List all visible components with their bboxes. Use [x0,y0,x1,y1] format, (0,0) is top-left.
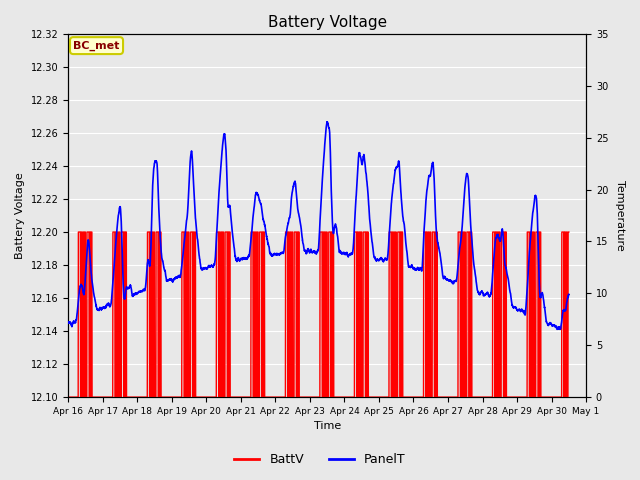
Title: Battery Voltage: Battery Voltage [268,15,387,30]
Y-axis label: Temperature: Temperature [615,180,625,251]
Legend: BattV, PanelT: BattV, PanelT [229,448,411,471]
Text: BC_met: BC_met [74,40,120,51]
Y-axis label: Battery Voltage: Battery Voltage [15,172,25,259]
X-axis label: Time: Time [314,421,340,432]
